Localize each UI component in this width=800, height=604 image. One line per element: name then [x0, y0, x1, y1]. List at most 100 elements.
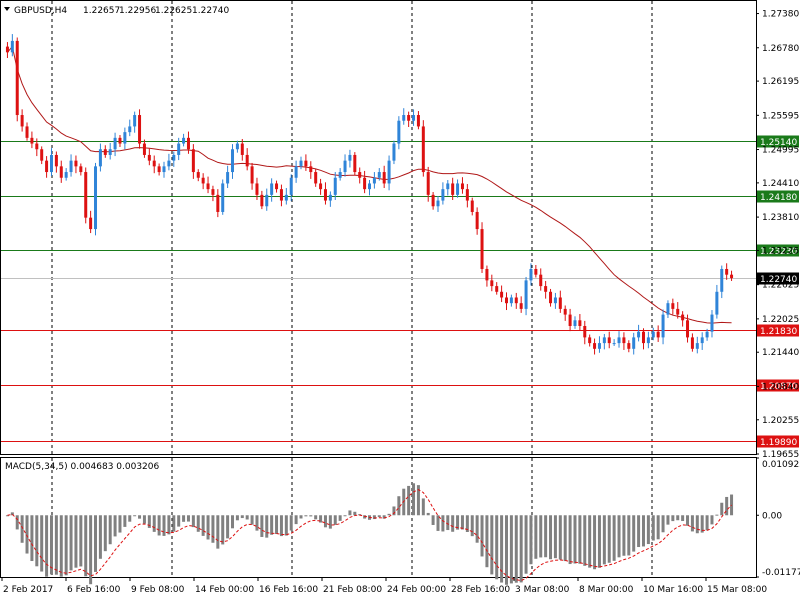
candle-body[interactable]: [416, 115, 420, 127]
candle-body[interactable]: [89, 217, 93, 230]
candle-body[interactable]: [196, 172, 200, 178]
candle-body[interactable]: [627, 343, 631, 349]
candle-body[interactable]: [607, 337, 611, 344]
candle-body[interactable]: [485, 268, 489, 281]
candle-body[interactable]: [407, 115, 411, 121]
candle-body[interactable]: [358, 172, 362, 178]
candle-body[interactable]: [309, 166, 313, 173]
candle-body[interactable]: [597, 343, 601, 349]
candle-body[interactable]: [725, 268, 729, 275]
candle-body[interactable]: [509, 297, 513, 304]
candle-body[interactable]: [348, 154, 352, 161]
candle-body[interactable]: [730, 274, 734, 279]
candle-body[interactable]: [79, 166, 83, 173]
candle-body[interactable]: [524, 280, 528, 309]
candle-body[interactable]: [162, 166, 166, 173]
candle-body[interactable]: [421, 126, 425, 173]
candle-body[interactable]: [353, 154, 357, 173]
candle-body[interactable]: [622, 337, 626, 344]
candle-body[interactable]: [64, 172, 68, 178]
candle-body[interactable]: [402, 115, 406, 121]
candle-body[interactable]: [299, 160, 303, 167]
candle-body[interactable]: [690, 337, 694, 349]
candle-body[interactable]: [377, 172, 381, 178]
candle-body[interactable]: [314, 172, 318, 184]
candle-body[interactable]: [270, 183, 274, 195]
candle-body[interactable]: [323, 189, 327, 201]
candle-body[interactable]: [710, 314, 714, 332]
candle-body[interactable]: [456, 183, 460, 195]
candle-body[interactable]: [549, 291, 553, 304]
candle-body[interactable]: [426, 172, 430, 195]
candle-body[interactable]: [216, 194, 220, 212]
candle-body[interactable]: [250, 166, 254, 184]
candle-body[interactable]: [343, 160, 347, 173]
candle-body[interactable]: [705, 331, 709, 338]
candle-body[interactable]: [98, 149, 102, 167]
candle-body[interactable]: [646, 337, 650, 344]
candle-body[interactable]: [240, 143, 244, 155]
candle-body[interactable]: [338, 172, 342, 178]
candle-body[interactable]: [441, 189, 445, 201]
candle-body[interactable]: [5, 46, 9, 53]
candle-body[interactable]: [387, 160, 391, 184]
candle-body[interactable]: [363, 177, 367, 190]
candle-body[interactable]: [392, 143, 396, 161]
candle-body[interactable]: [255, 183, 259, 195]
candle-body[interactable]: [695, 343, 699, 349]
candle-body[interactable]: [94, 166, 98, 230]
candle-body[interactable]: [641, 331, 645, 344]
candle-body[interactable]: [167, 160, 171, 167]
candle-body[interactable]: [504, 297, 508, 304]
candle-body[interactable]: [514, 297, 518, 304]
candle-body[interactable]: [172, 154, 176, 161]
candle-body[interactable]: [15, 40, 19, 116]
candle-body[interactable]: [656, 331, 660, 338]
candle-body[interactable]: [490, 280, 494, 287]
candle-body[interactable]: [45, 160, 49, 173]
candle-body[interactable]: [588, 337, 592, 344]
candle-body[interactable]: [470, 200, 474, 212]
dropdown-arrow-icon[interactable]: [4, 7, 10, 11]
candle-body[interactable]: [30, 137, 34, 144]
candle-body[interactable]: [328, 194, 332, 201]
candle-body[interactable]: [372, 177, 376, 184]
candle-body[interactable]: [182, 137, 186, 144]
candle-body[interactable]: [108, 149, 112, 155]
candle-body[interactable]: [583, 325, 587, 338]
candle-body[interactable]: [54, 154, 58, 167]
candle-body[interactable]: [103, 149, 107, 155]
candle-body[interactable]: [152, 160, 156, 167]
candle-body[interactable]: [206, 183, 210, 190]
candle-body[interactable]: [446, 183, 450, 190]
candle-body[interactable]: [49, 154, 53, 173]
candle-body[interactable]: [128, 126, 132, 133]
candle-body[interactable]: [412, 115, 416, 121]
candle-body[interactable]: [720, 268, 724, 292]
candle-body[interactable]: [544, 286, 548, 292]
candle-body[interactable]: [59, 166, 63, 178]
candle-body[interactable]: [20, 115, 24, 127]
candle-body[interactable]: [245, 154, 249, 167]
candle-body[interactable]: [382, 172, 386, 184]
candle-body[interactable]: [661, 314, 665, 338]
candle-body[interactable]: [460, 183, 464, 190]
candle-body[interactable]: [191, 149, 195, 173]
candle-body[interactable]: [676, 308, 680, 315]
candle-body[interactable]: [147, 154, 151, 161]
candle-body[interactable]: [69, 160, 73, 173]
candle-body[interactable]: [431, 194, 435, 207]
candle-body[interactable]: [142, 143, 146, 155]
candle-body[interactable]: [637, 331, 641, 338]
candle-body[interactable]: [573, 320, 577, 326]
candle-body[interactable]: [671, 303, 675, 309]
candle-body[interactable]: [715, 291, 719, 315]
candle-body[interactable]: [617, 337, 621, 344]
candle-body[interactable]: [319, 183, 323, 190]
candle-body[interactable]: [700, 337, 704, 344]
candle-body[interactable]: [294, 166, 298, 178]
candle-body[interactable]: [666, 303, 670, 315]
candle-body[interactable]: [235, 143, 239, 150]
candle-body[interactable]: [558, 297, 562, 309]
